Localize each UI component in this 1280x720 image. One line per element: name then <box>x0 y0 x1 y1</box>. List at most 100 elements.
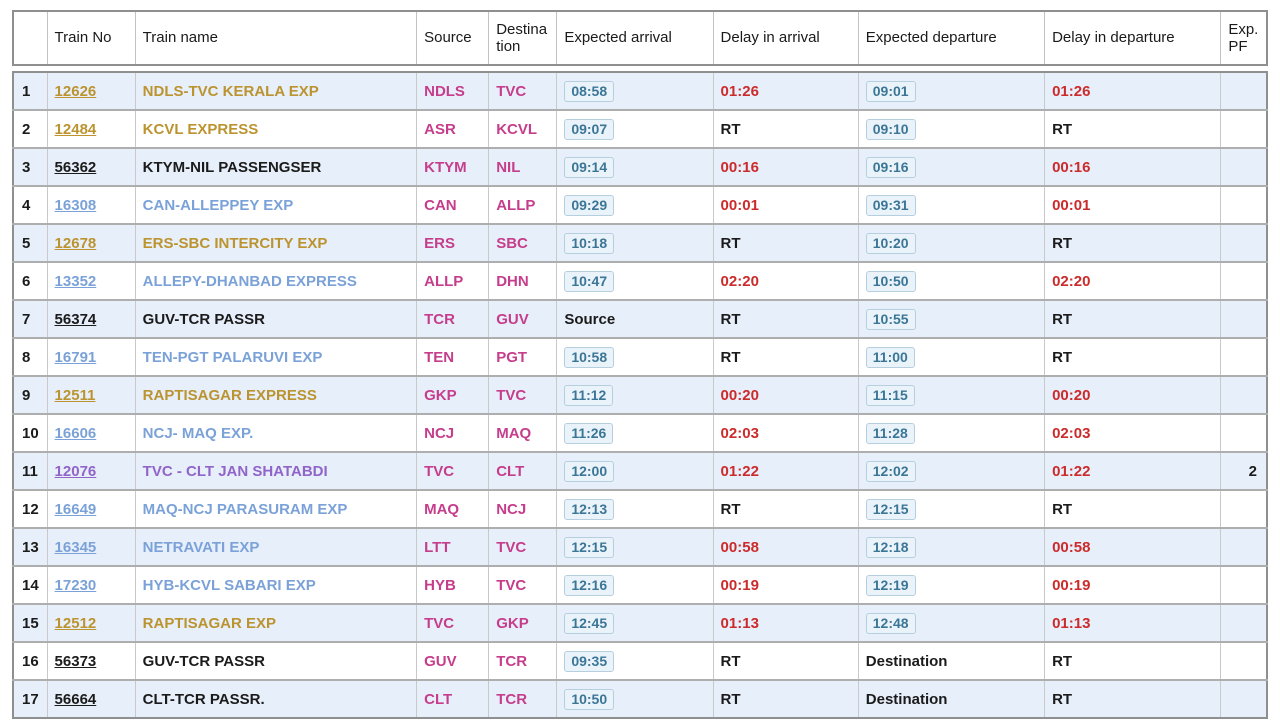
train-number-link[interactable]: 17230 <box>54 576 97 594</box>
delay-arrival-value: 00:58 <box>720 538 759 556</box>
train-name: CLT-TCR PASSR. <box>134 680 417 718</box>
expected-arrival-cell: 12:15 <box>556 528 714 566</box>
train-number-link[interactable]: 56664 <box>54 690 97 708</box>
destination-code: GKP <box>488 604 557 642</box>
destination-code: TVC <box>488 376 557 414</box>
train-number-cell: 16345 <box>46 528 136 566</box>
train-name: TVC - CLT JAN SHATABDI <box>134 452 417 490</box>
train-number-link[interactable]: 12626 <box>54 82 97 100</box>
destination-code: TVC <box>488 566 557 604</box>
train-number-link[interactable]: 56373 <box>54 652 97 670</box>
column-header-exp-pf: Exp. PF <box>1220 11 1267 65</box>
table-row: 2 12484 KCVL EXPRESS ASR KCVL 09:07 RT 09:10 RT <box>13 110 1267 148</box>
train-name: NDLS-TVC KERALA EXP <box>134 72 417 110</box>
train-number-link[interactable]: 16345 <box>54 538 97 556</box>
train-number-link[interactable]: 16649 <box>54 500 97 518</box>
row-number: 13 <box>22 538 39 556</box>
expected-arrival-cell: 12:45 <box>556 604 714 642</box>
delay-departure-value: RT <box>1052 348 1073 366</box>
table-row: 14 17230 HYB-KCVL SABARI EXP HYB TVC 12:16 00:… <box>13 566 1267 604</box>
train-number-link[interactable]: 12512 <box>54 614 97 632</box>
expected-departure-cell: 09:31 <box>857 186 1045 224</box>
delay-departure-cell: RT <box>1044 338 1221 376</box>
column-header-train-name: Train name <box>134 11 417 65</box>
destination-code: TVC <box>488 528 557 566</box>
expected-arrival-cell: 10:50 <box>556 680 714 718</box>
delay-departure-value: 00:16 <box>1052 158 1091 176</box>
train-number-link[interactable]: 56362 <box>54 158 97 176</box>
platform-number <box>1220 528 1267 566</box>
column-header-source: Source <box>416 11 489 65</box>
expected-arrival-value: 09:35 <box>564 650 615 672</box>
train-number-link[interactable]: 16308 <box>54 196 97 214</box>
expected-arrival-value: 10:58 <box>564 346 615 368</box>
delay-departure-value: 01:13 <box>1052 614 1091 632</box>
delay-departure-cell: 00:20 <box>1044 376 1221 414</box>
delay-arrival-cell: 00:16 <box>712 148 859 186</box>
delay-arrival-value: 02:03 <box>720 424 759 442</box>
expected-departure-cell: 11:15 <box>857 376 1045 414</box>
expected-arrival-cell: 12:13 <box>556 490 714 528</box>
delay-departure-cell: 01:22 <box>1044 452 1221 490</box>
platform-number <box>1220 642 1267 680</box>
train-number-link[interactable]: 12678 <box>54 234 97 252</box>
expected-departure-cell: 11:00 <box>857 338 1045 376</box>
platform-number <box>1220 338 1267 376</box>
train-number-link[interactable]: 12484 <box>54 120 97 138</box>
train-number-cell: 56374 <box>46 300 136 338</box>
train-number-link[interactable]: 16791 <box>54 348 97 366</box>
delay-arrival-cell: RT <box>712 490 859 528</box>
expected-departure-cell: 12:48 <box>857 604 1045 642</box>
train-number-cell: 13352 <box>46 262 136 300</box>
table-row: 9 12511 RAPTISAGAR EXPRESS GKP TVC 11:12 00:20… <box>13 376 1267 414</box>
train-name: MAQ-NCJ PARASURAM EXP <box>134 490 417 528</box>
train-number-link[interactable]: 13352 <box>54 272 97 290</box>
delay-departure-value: 02:20 <box>1052 272 1091 290</box>
expected-arrival-cell: 11:26 <box>556 414 714 452</box>
row-number: 7 <box>22 310 31 328</box>
table-row: 16 56373 GUV-TCR PASSR GUV TCR 09:35 RT Destina… <box>13 642 1267 680</box>
expected-departure-value: 11:15 <box>865 384 915 406</box>
column-header-expected-arrival: Expected arrival <box>556 11 714 65</box>
column-header-delay-arrival: Delay in arrival <box>712 11 859 65</box>
delay-departure-value: RT <box>1052 120 1073 138</box>
train-number-link[interactable]: 12076 <box>54 462 97 480</box>
delay-departure-value: RT <box>1052 500 1073 518</box>
table-row: 10 16606 NCJ- MAQ EXP. NCJ MAQ 11:26 02:03 11:2… <box>13 414 1267 452</box>
source-code: LTT <box>416 528 489 566</box>
delay-departure-value: 01:26 <box>1052 82 1091 100</box>
expected-arrival-cell: 09:07 <box>556 110 714 148</box>
expected-arrival-value: 10:18 <box>564 232 615 254</box>
train-name: HYB-KCVL SABARI EXP <box>134 566 417 604</box>
platform-number <box>1220 110 1267 148</box>
platform-number <box>1220 262 1267 300</box>
train-number-link[interactable]: 56374 <box>54 310 97 328</box>
train-number-cell: 16649 <box>46 490 136 528</box>
expected-arrival-value: 12:45 <box>564 612 615 634</box>
delay-arrival-value: RT <box>720 234 741 252</box>
column-header-train-no: Train No <box>46 11 136 65</box>
delay-arrival-value: 02:20 <box>720 272 759 290</box>
table-row: 6 13352 ALLEPY-DHANBAD EXPRESS ALLP DHN 10:47… <box>13 262 1267 300</box>
delay-arrival-value: 01:13 <box>720 614 759 632</box>
delay-departure-value: RT <box>1052 310 1073 328</box>
train-number-link[interactable]: 16606 <box>54 424 97 442</box>
delay-departure-cell: 01:26 <box>1044 72 1221 110</box>
delay-departure-cell: 00:16 <box>1044 148 1221 186</box>
train-name: ERS-SBC INTERCITY EXP <box>134 224 417 262</box>
train-name: RAPTISAGAR EXP <box>134 604 417 642</box>
destination-code: TVC <box>488 72 557 110</box>
expected-arrival-cell: 12:00 <box>556 452 714 490</box>
train-number-link[interactable]: 12511 <box>54 386 96 404</box>
destination-code: TCR <box>488 680 557 718</box>
column-header-destination: Destination <box>488 11 557 65</box>
delay-departure-value: 00:20 <box>1052 386 1091 404</box>
destination-code: MAQ <box>488 414 557 452</box>
destination-code: PGT <box>488 338 557 376</box>
expected-arrival-value: 12:16 <box>564 574 615 596</box>
delay-arrival-cell: 02:03 <box>712 414 859 452</box>
train-number-cell: 56664 <box>46 680 136 718</box>
source-code: CAN <box>416 186 489 224</box>
source-code: TCR <box>416 300 489 338</box>
delay-arrival-cell: 02:20 <box>712 262 859 300</box>
